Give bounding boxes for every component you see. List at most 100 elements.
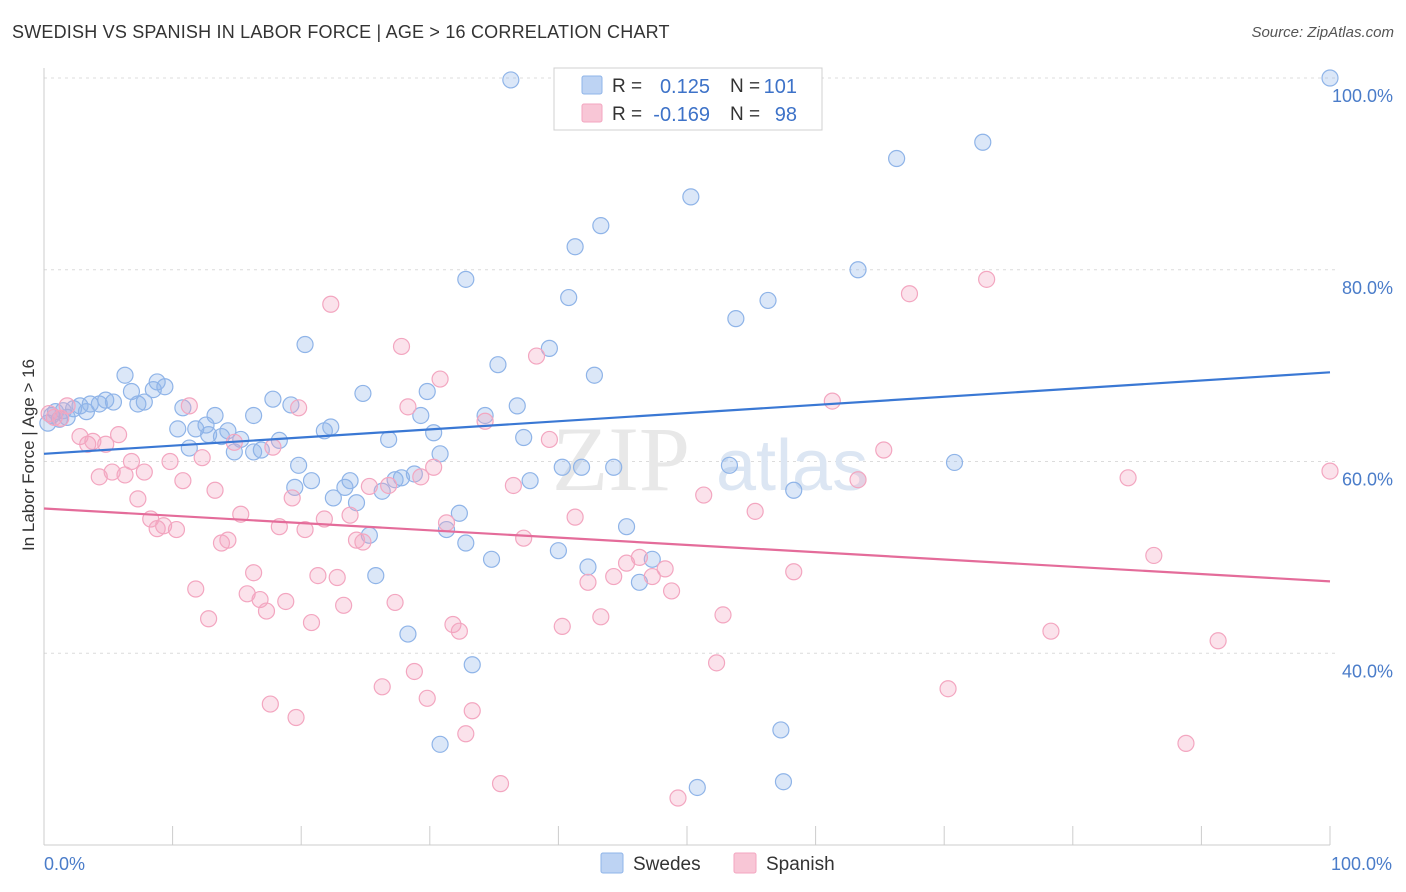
spanish-point-25 (206, 481, 224, 499)
spanish-point-40 (290, 399, 308, 417)
swedes-point-78 (572, 458, 591, 476)
spanish-point-29 (232, 505, 250, 523)
spanish-point-100 (1321, 462, 1339, 480)
swedes-point-61 (437, 520, 456, 539)
spanish-point-94 (978, 270, 996, 288)
spanish-point-92 (900, 285, 919, 303)
spanish-point-1 (45, 408, 63, 426)
spanish-point-64 (450, 622, 468, 640)
spanish-point-48 (341, 506, 359, 524)
spanish-point-8 (97, 435, 115, 453)
swedes-point-86 (682, 188, 700, 206)
spanish-points (40, 270, 1339, 807)
swedes-point-7 (71, 397, 89, 415)
y-tick-label-3: 40.0% (1342, 661, 1393, 681)
swedes-point-96 (945, 453, 964, 472)
spanish-n-value: 98 (775, 104, 797, 126)
spanish-point-74 (566, 508, 584, 526)
swedes-points (39, 69, 1339, 797)
spanish-point-49 (347, 531, 366, 549)
swedes-point-69 (502, 71, 520, 89)
spanish-point-82 (662, 582, 681, 600)
swedes-point-40 (302, 472, 321, 490)
spanish-point-38 (283, 489, 301, 507)
swedes-point-89 (727, 310, 745, 328)
spanish-point-54 (386, 593, 404, 612)
x-tick-label-max: 100.0% (1331, 854, 1392, 874)
swedes-n-label: N = (730, 76, 760, 97)
spanish-point-7 (90, 468, 108, 486)
spanish-point-63 (444, 615, 462, 634)
chart-title: SWEDISH VS SPANISH IN LABOR FORCE | AGE … (12, 22, 670, 42)
spanish-trend-line (43, 507, 1331, 583)
spanish-point-17 (154, 517, 173, 535)
spanish-point-20 (174, 472, 192, 490)
spanish-point-46 (328, 568, 346, 587)
spanish-point-62 (437, 514, 456, 532)
swedes-point-85 (643, 550, 661, 568)
swedes-point-94 (849, 261, 867, 279)
swedes-point-12 (104, 393, 123, 411)
spanish-point-66 (463, 702, 481, 720)
spanish-point-60 (425, 458, 443, 476)
spanish-point-70 (515, 529, 533, 547)
swedes-point-39 (296, 335, 314, 354)
spanish-point-79 (630, 548, 649, 566)
spanish-point-90 (849, 471, 867, 489)
swedes-point-47 (354, 384, 372, 403)
swedes-point-79 (579, 558, 597, 576)
spanish-point-73 (553, 617, 571, 636)
spanish-point-45 (322, 295, 340, 313)
spanish-r-label: R = (612, 104, 642, 125)
swedes-point-80 (585, 366, 604, 384)
spanish-series-label: Spanish (766, 854, 835, 875)
swedes-point-15 (129, 395, 147, 413)
swedes-point-65 (463, 656, 481, 674)
spanish-point-33 (257, 602, 276, 620)
swedes-point-97 (974, 133, 992, 151)
spanish-point-31 (245, 564, 263, 582)
swedes-trend-line (43, 371, 1331, 455)
spanish-point-44 (315, 510, 333, 528)
spanish-point-21 (180, 397, 198, 415)
swedes-point-66 (476, 406, 494, 425)
spanish-point-41 (296, 520, 314, 539)
swedes-point-37 (286, 478, 304, 496)
swedes-point-63 (457, 534, 475, 552)
spanish-point-98 (1177, 734, 1195, 752)
x-tick-labels: 0.0% 100.0% (44, 854, 1392, 874)
swedes-point-81 (592, 217, 610, 235)
spanish-point-87 (746, 502, 764, 520)
spanish-point-10 (109, 426, 128, 444)
swedes-point-43 (324, 489, 342, 507)
spanish-point-43 (309, 566, 327, 585)
spanish-point-68 (491, 775, 510, 793)
swedes-legend-swatch (581, 75, 603, 95)
spanish-series-swatch (733, 852, 757, 874)
swedes-point-93 (785, 481, 803, 499)
swedes-r-value: 0.125 (660, 76, 710, 98)
swedes-r-label: R = (612, 76, 642, 97)
spanish-point-51 (360, 477, 378, 496)
swedes-point-21 (174, 399, 192, 417)
spanish-point-53 (380, 476, 398, 495)
swedes-point-51 (380, 430, 398, 449)
spanish-point-55 (392, 337, 411, 356)
swedes-point-52 (386, 471, 404, 489)
swedes-point-74 (549, 542, 568, 560)
y-tick-label-1: 80.0% (1342, 278, 1393, 298)
spanish-point-52 (373, 678, 391, 696)
swedes-point-16 (135, 393, 153, 411)
swedes-point-90 (759, 291, 777, 310)
swedes-point-56 (412, 406, 430, 425)
swedes-point-58 (425, 424, 443, 442)
spanish-point-75 (579, 573, 597, 591)
spanish-point-12 (122, 452, 141, 471)
watermark-zip: ZIP (552, 408, 690, 510)
spanish-point-86 (714, 606, 732, 624)
watermark-atlas: atlas (716, 426, 868, 506)
spanish-point-34 (261, 695, 279, 713)
spanish-point-58 (412, 468, 430, 486)
spanish-point-84 (695, 486, 713, 504)
